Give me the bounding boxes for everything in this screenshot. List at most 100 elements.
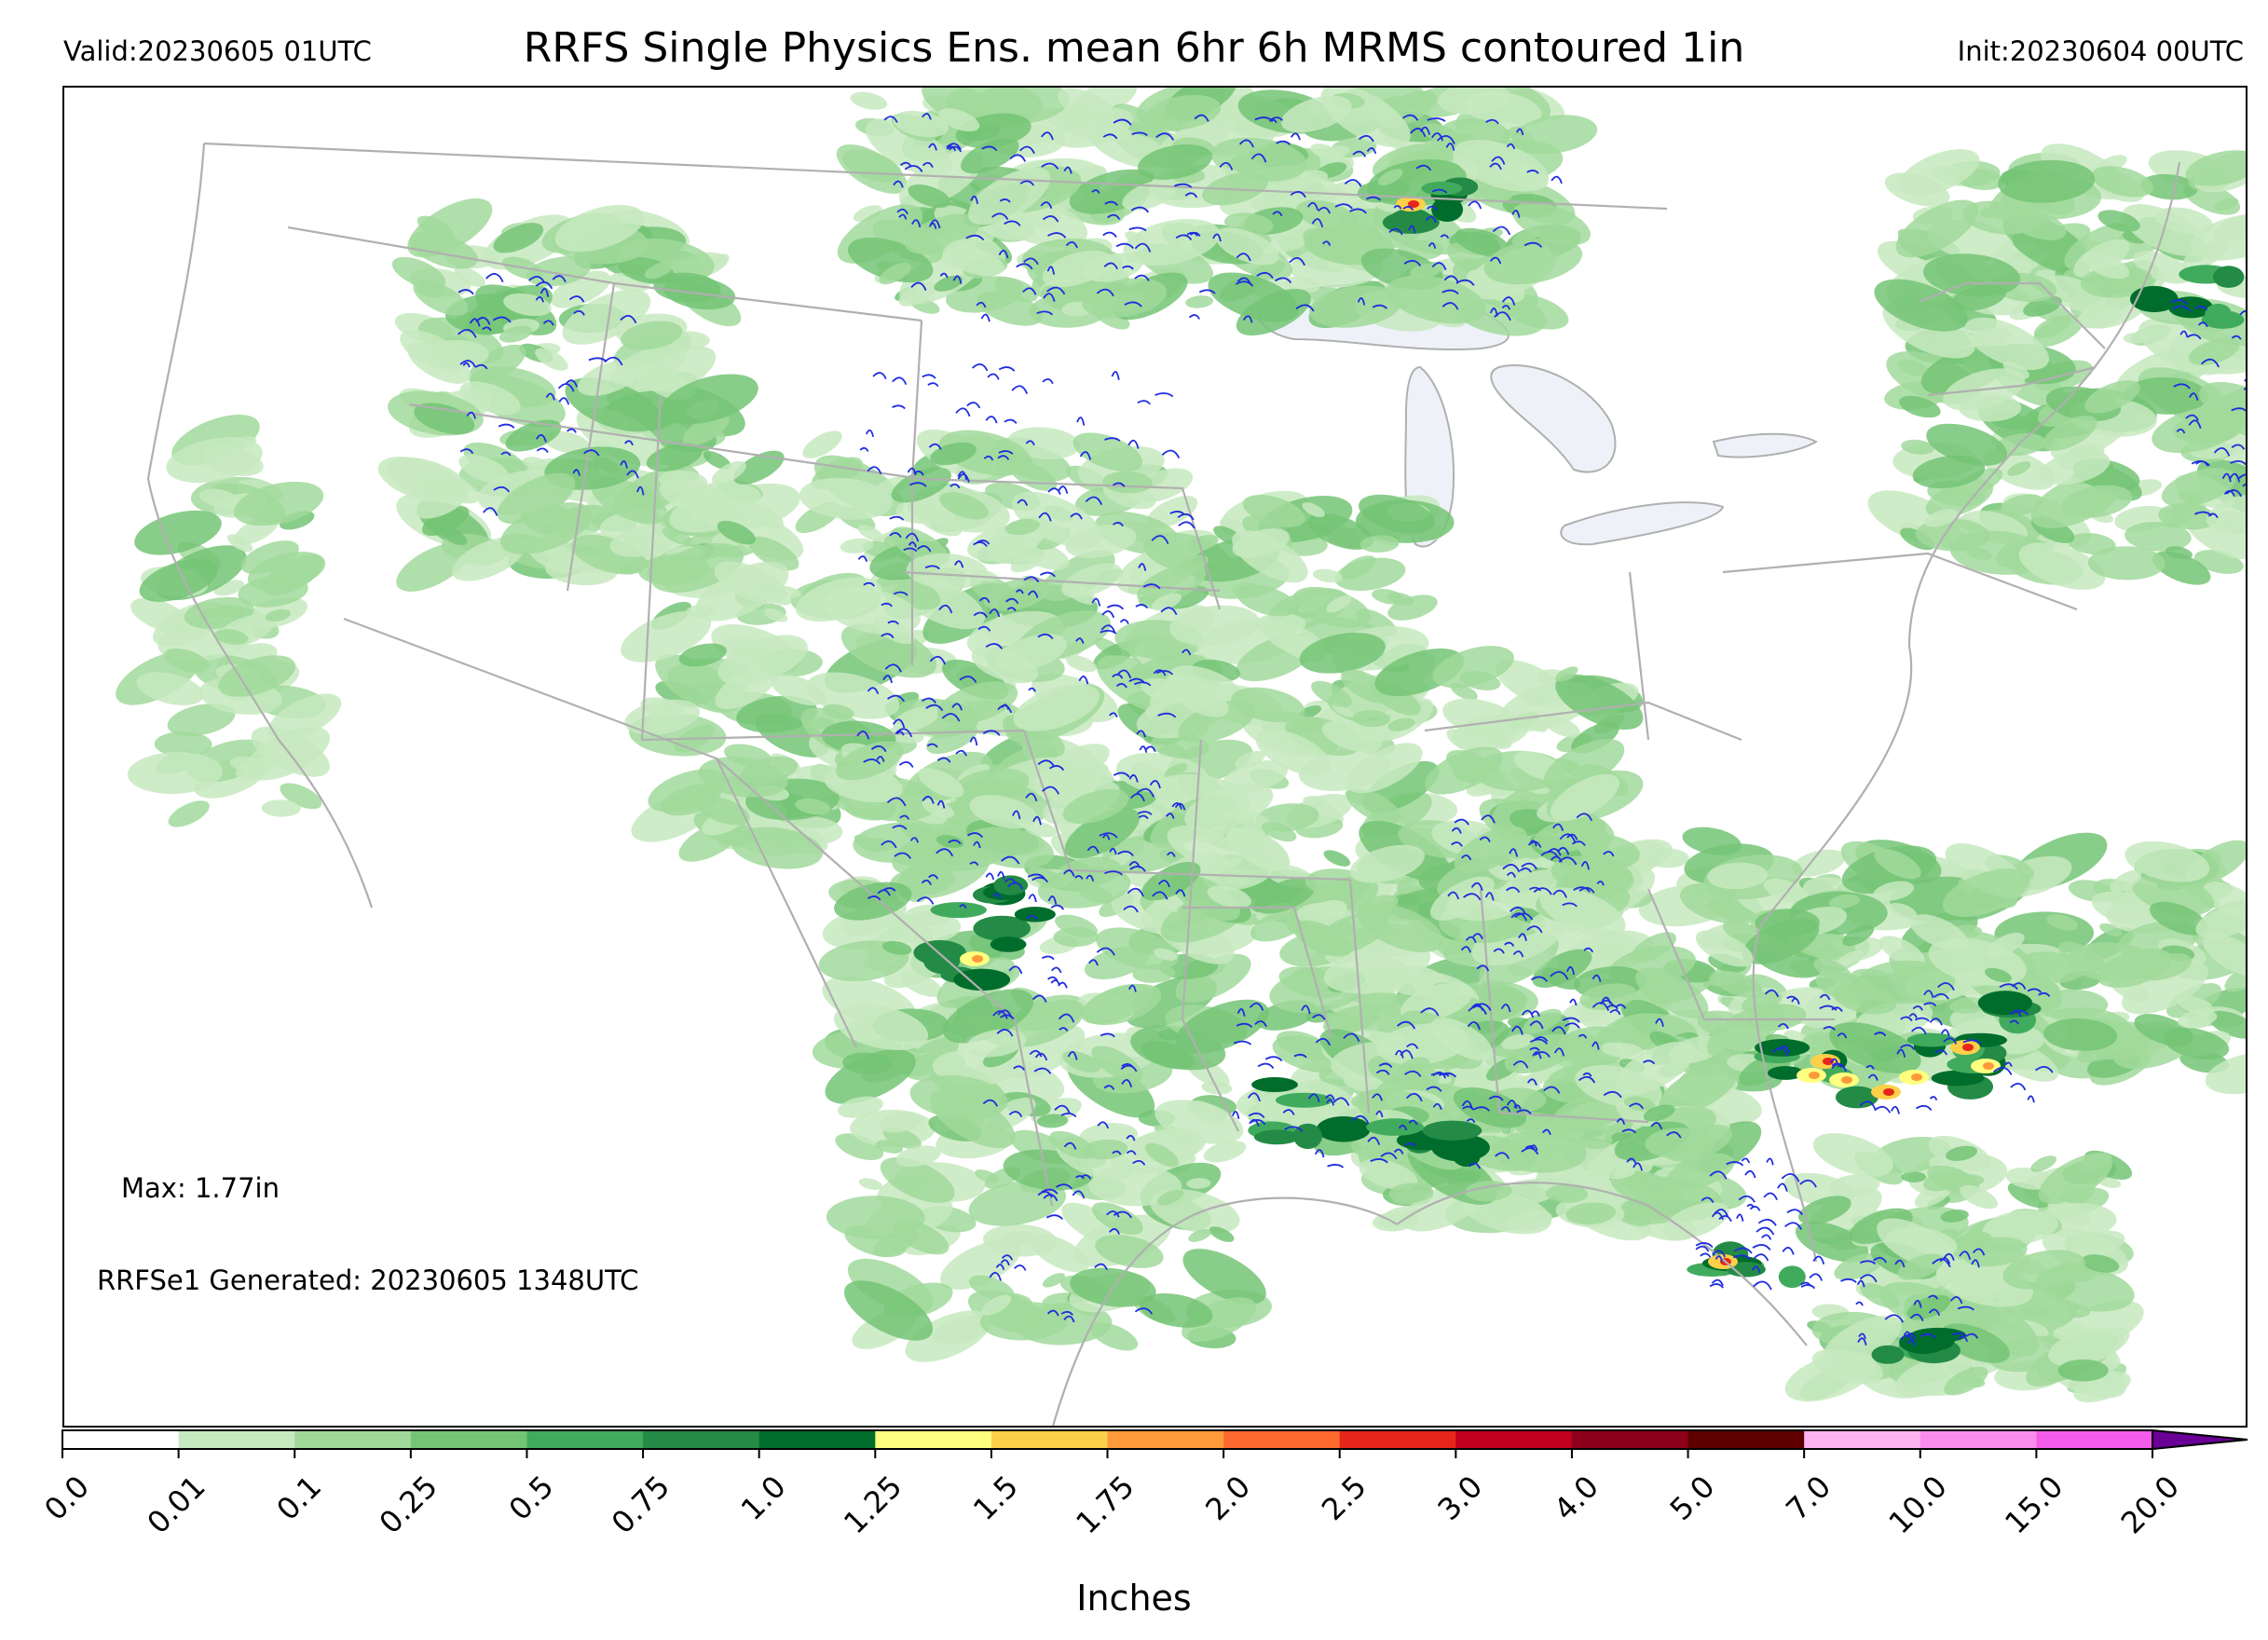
precip-cell	[1302, 502, 1325, 518]
precip-cell	[1090, 1322, 1139, 1351]
colorbar-tick-label: 20.0	[2114, 1469, 2186, 1540]
precip-cell	[1185, 295, 1214, 308]
colorbar-swatch	[1107, 1430, 1224, 1449]
colorbar-swatch	[178, 1430, 295, 1449]
precip-cell	[763, 608, 788, 622]
precip-cell	[1235, 750, 1265, 769]
precip-cell	[1386, 275, 1486, 324]
colorbar-tick-label: 2.5	[1315, 1469, 1373, 1527]
precip-cell	[1102, 471, 1153, 494]
colorbar-swatch	[1804, 1430, 1921, 1449]
precip-cell	[1023, 821, 1058, 838]
precip-cell	[1280, 95, 1352, 133]
precip-cell	[934, 275, 963, 292]
precip-cell	[1140, 1293, 1213, 1328]
colorbar-units-label: Inches	[1076, 1578, 1192, 1619]
colorbar-tick-label: 0.25	[373, 1469, 444, 1540]
precip-cell	[965, 827, 1054, 868]
precip-cell	[1081, 983, 1153, 1025]
init-time-label: Init:20230604 00UTC	[1957, 35, 2244, 67]
precip-cell	[1055, 914, 1098, 937]
precip-cell	[621, 610, 712, 663]
precip-cell	[873, 616, 915, 645]
precip-cell	[895, 847, 935, 866]
precip-cell	[1069, 763, 1109, 786]
colorbar-tick-label: 1.0	[734, 1469, 793, 1527]
colorbar-tick-label: 1.75	[1069, 1469, 1141, 1540]
precip-cell	[1065, 655, 1098, 673]
precip-cell	[948, 247, 1004, 277]
precip-cell	[1421, 123, 1459, 144]
precip-cell	[933, 1316, 991, 1345]
precip-cell	[717, 635, 808, 685]
precip-cell	[1312, 568, 1343, 583]
precip-cell	[1511, 115, 1598, 155]
colorbar-tick-label: 1.25	[837, 1469, 909, 1540]
precip-cell	[1326, 594, 1352, 613]
precip-cell	[459, 381, 521, 416]
precip-cell	[1095, 1235, 1164, 1268]
precip-cell	[918, 767, 964, 798]
colorbar-swatch	[1920, 1430, 2037, 1449]
precip-cell	[1165, 674, 1229, 718]
precip-cell	[499, 325, 533, 343]
colorbar-extend-arrow	[2152, 1428, 2248, 1451]
precip-cell	[840, 538, 874, 554]
precip-cell	[1187, 1100, 1226, 1125]
precip-cell	[1123, 218, 1221, 266]
precip-cell	[620, 321, 683, 350]
colorbar-swatch	[1687, 1430, 1805, 1449]
precip-cell	[493, 223, 544, 253]
colorbar-swatch	[1339, 1430, 1456, 1449]
precip-cell	[1028, 867, 1064, 888]
precip-cell	[922, 88, 1000, 128]
colorbar-tick-label: 0.75	[605, 1469, 676, 1540]
precip-cell	[960, 138, 1019, 174]
colorbar-swatch	[1455, 1430, 1573, 1449]
precip-cell	[1083, 1139, 1128, 1160]
precip-cell	[936, 681, 1018, 725]
colorbar-tick-label: 15.0	[1998, 1469, 2070, 1540]
precip-cell	[975, 1169, 999, 1183]
colorbar-swatch	[1223, 1430, 1341, 1449]
precip-cell	[1501, 294, 1569, 330]
precip-cell	[893, 110, 950, 138]
precip-cell	[505, 419, 562, 452]
precip-cell	[826, 1196, 925, 1239]
colorbar-tick-label: 0.0	[37, 1469, 96, 1527]
precip-cell	[882, 1127, 922, 1150]
colorbar-swatch	[526, 1430, 644, 1449]
precip-cell	[994, 277, 1038, 303]
precip-cell	[850, 91, 888, 110]
precip-cell	[497, 472, 576, 525]
precip-cell	[1226, 827, 1291, 871]
precip-cell	[881, 940, 912, 955]
precip-cell	[1455, 227, 1510, 257]
precip-cell	[1186, 535, 1219, 552]
precip-cell	[971, 647, 1039, 684]
precip-cell	[638, 554, 710, 586]
colorbar-tick-label: 4.0	[1547, 1469, 1605, 1527]
precip-cell	[842, 1052, 893, 1075]
colorbar-swatch	[294, 1430, 412, 1449]
precip-cell	[799, 477, 894, 520]
precip-cell	[1042, 1273, 1066, 1288]
precip-cell	[1132, 964, 1176, 983]
precip-cell	[1438, 88, 1511, 116]
map-panel	[62, 86, 2248, 1428]
precip-cell	[1339, 555, 1376, 580]
precip-cell	[1122, 180, 1178, 211]
precip-cell	[522, 457, 547, 468]
lake	[1560, 501, 1725, 546]
precip-cell	[1232, 528, 1291, 558]
precip-cell	[1174, 999, 1269, 1054]
precip-cell	[661, 374, 758, 425]
precip-cell	[703, 450, 731, 470]
precip-cell	[1307, 512, 1373, 550]
precip-cell	[1644, 848, 1690, 868]
colorbar-tick-label: 5.0	[1663, 1469, 1722, 1527]
precip-cell	[1682, 827, 1742, 855]
precip-cell	[1208, 272, 1299, 322]
precip-cell	[377, 457, 464, 503]
precip-cell	[939, 492, 990, 520]
